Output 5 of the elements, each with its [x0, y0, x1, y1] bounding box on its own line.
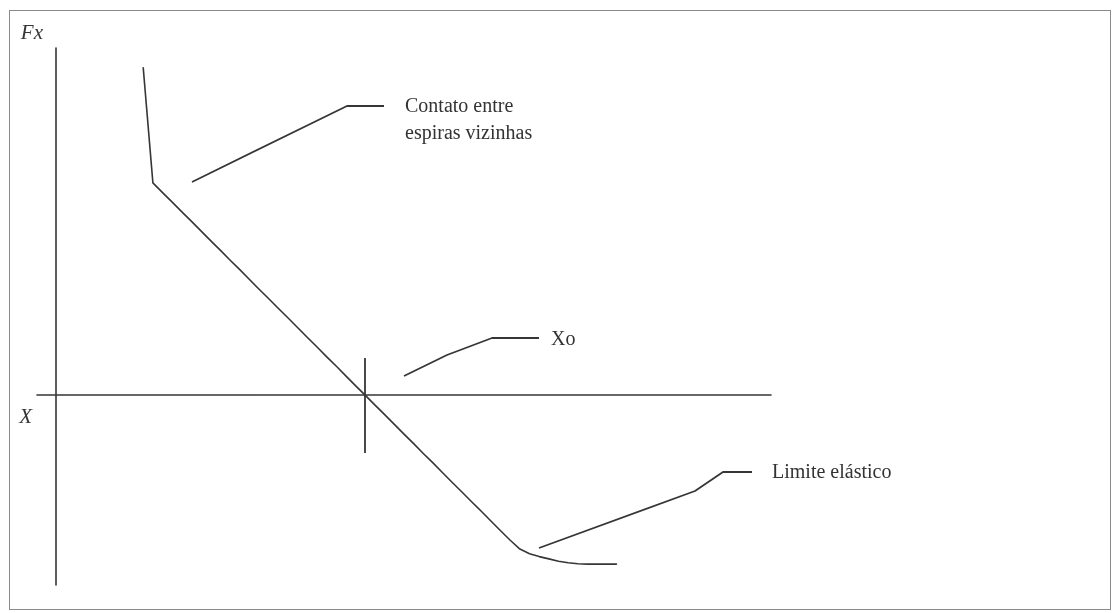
annotation: Xo [551, 326, 576, 351]
y-axis-title: Fx [19, 19, 44, 44]
x-axis-title: X [18, 403, 34, 428]
text: Limite elástico [772, 459, 892, 484]
annotation: Contato entre espiras vizinhas [405, 93, 534, 146]
